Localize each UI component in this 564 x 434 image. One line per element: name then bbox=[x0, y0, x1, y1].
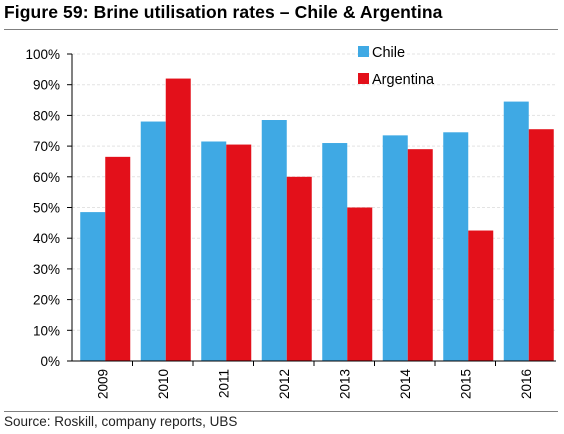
y-tick-label: 30% bbox=[33, 262, 60, 277]
x-tick-label: 2012 bbox=[277, 369, 292, 399]
x-tick-label: 2016 bbox=[519, 369, 534, 399]
legend: Chile Argentina bbox=[358, 45, 435, 88]
y-tick-label: 60% bbox=[33, 170, 60, 185]
bar-argentina-2012 bbox=[286, 176, 312, 361]
x-tick-label: 2015 bbox=[458, 369, 473, 399]
figure-title: Figure 59: Brine utilisation rates – Chi… bbox=[4, 2, 443, 22]
bar-argentina-2013 bbox=[347, 207, 373, 361]
y-tick-label: 100% bbox=[25, 47, 60, 62]
bar-chile-2014 bbox=[382, 135, 408, 361]
y-tick-label: 40% bbox=[33, 231, 60, 246]
bar-chile-2015 bbox=[443, 132, 469, 361]
axes bbox=[67, 53, 556, 366]
bar-argentina-2016 bbox=[528, 129, 554, 361]
y-tick-label: 80% bbox=[33, 108, 60, 123]
title-divider bbox=[4, 29, 558, 30]
x-tick-label: 2009 bbox=[95, 369, 110, 399]
source-note: Source: Roskill, company reports, UBS bbox=[4, 414, 238, 429]
bar-chile-2012 bbox=[261, 120, 287, 361]
bar-chile-2010 bbox=[140, 121, 166, 361]
x-tick-labels: 2009 2010 2011 2012 2013 2014 2015 2016 bbox=[95, 369, 534, 400]
bar-chile-2009 bbox=[80, 212, 106, 361]
y-tick-label: 70% bbox=[33, 139, 60, 154]
bar-argentina-2015 bbox=[468, 230, 494, 361]
bar-chart: 0%10%20%30%40%50%60%70%80%90%100% 2009 20… bbox=[25, 45, 556, 400]
bars bbox=[80, 78, 554, 362]
bar-chile-2013 bbox=[322, 143, 348, 361]
x-tick-label: 2013 bbox=[337, 369, 352, 399]
bar-chile-2011 bbox=[201, 141, 227, 361]
legend-swatch-argentina bbox=[358, 73, 369, 84]
y-tick-label: 20% bbox=[33, 293, 60, 308]
y-tick-label: 50% bbox=[33, 201, 60, 216]
source-divider bbox=[4, 411, 558, 412]
legend-label-argentina: Argentina bbox=[372, 72, 435, 88]
legend-label-chile: Chile bbox=[372, 45, 405, 61]
bar-argentina-2011 bbox=[226, 144, 252, 361]
bar-argentina-2014 bbox=[407, 149, 433, 361]
legend-swatch-chile bbox=[358, 46, 369, 57]
x-tick-label: 2011 bbox=[216, 369, 231, 398]
y-tick-labels: 0% 10% 20% 30% 40% 50% 60% 70% 80% 90% 100% bbox=[25, 47, 60, 369]
bar-argentina-2010 bbox=[165, 78, 191, 361]
y-tick-label: 90% bbox=[33, 78, 60, 93]
x-tick-label: 2014 bbox=[398, 369, 413, 400]
y-tick-label: 10% bbox=[33, 323, 60, 338]
bar-chile-2016 bbox=[503, 101, 529, 362]
bar-argentina-2009 bbox=[105, 156, 131, 361]
y-tick-label: 0% bbox=[40, 354, 60, 369]
x-tick-label: 2010 bbox=[156, 369, 171, 399]
